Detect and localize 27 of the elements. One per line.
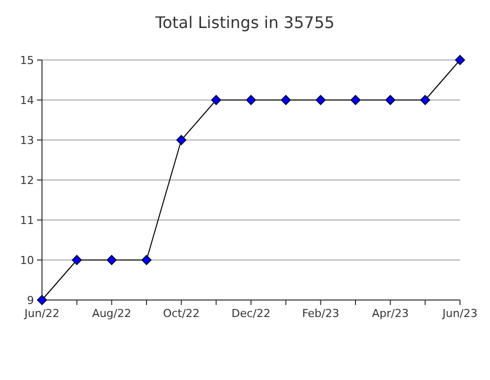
x-tick-label: Jun/23 [442,307,478,320]
point [246,95,256,105]
point [316,95,326,105]
y-tick-label: 10 [20,254,34,267]
y-tick-label: 12 [20,174,34,187]
point [280,95,291,105]
point [142,255,152,265]
y-tick-label: 11 [20,214,34,227]
point [420,95,430,105]
point [106,255,117,265]
x-tick-label: Dec/22 [232,307,270,320]
chart-title: Total Listings in 35755 [154,13,335,32]
x-tick-label: Oct/22 [162,307,200,320]
x-tick-label: Jun/22 [24,307,60,320]
x-tick-label: Apr/23 [372,307,409,320]
point [455,55,465,65]
y-tick-label: 14 [20,94,34,107]
point [176,135,186,145]
y-tick-label: 13 [20,134,34,147]
x-tick-label: Feb/23 [302,307,340,320]
point [72,255,82,265]
y-tick-label: 15 [20,54,34,67]
point [385,95,396,105]
point [350,95,360,105]
y-tick-label: 9 [27,294,34,307]
point [211,95,222,105]
x-tick-label: Aug/22 [92,307,132,320]
